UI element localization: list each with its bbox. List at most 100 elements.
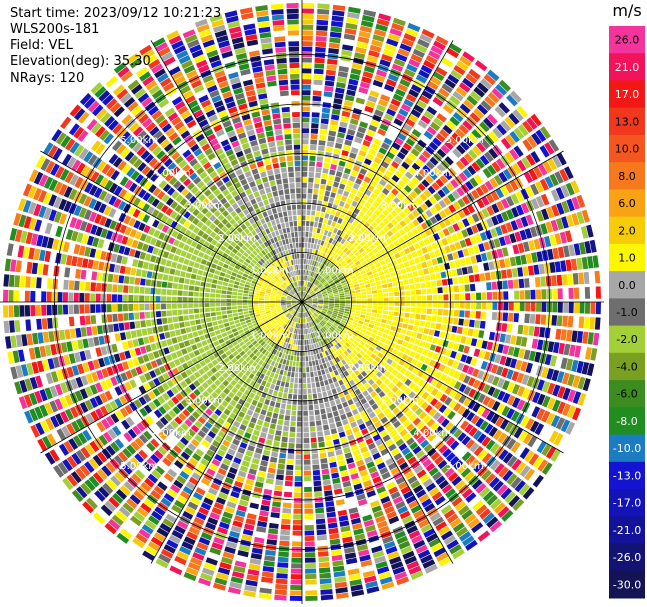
radar-gate <box>303 275 305 281</box>
radar-gate <box>386 151 395 160</box>
radar-gate <box>511 371 519 382</box>
radar-gate <box>476 104 489 115</box>
radar-gate <box>178 315 184 322</box>
radar-gate <box>322 319 327 324</box>
radar-gate <box>366 490 376 498</box>
radar-gate <box>276 469 285 475</box>
radar-gate <box>418 411 428 420</box>
radar-gate <box>424 199 433 208</box>
radar-gate <box>339 60 351 68</box>
radar-gate <box>262 494 272 501</box>
radar-gate <box>287 337 291 343</box>
radar-gate <box>399 43 412 52</box>
radar-gate <box>359 121 369 129</box>
radar-gate <box>496 123 507 136</box>
radar-gate <box>319 335 324 341</box>
radar-gate <box>304 476 312 482</box>
radar-gate <box>394 183 403 192</box>
radar-gate <box>347 339 353 345</box>
radar-gate <box>544 428 554 441</box>
radar-gate <box>326 288 332 292</box>
radar-gate <box>345 94 355 102</box>
radar-gate <box>393 58 406 67</box>
radar-gate <box>334 278 339 283</box>
radar-gate <box>317 431 324 437</box>
radar-gate <box>322 326 328 331</box>
radar-gate <box>344 289 350 293</box>
radar-gate <box>553 342 560 354</box>
radar-gate <box>310 333 314 339</box>
radar-gate <box>25 319 32 331</box>
radar-gate <box>461 435 471 446</box>
radar-gate <box>459 285 465 292</box>
radar-gate <box>402 433 412 442</box>
radar-gate <box>310 321 313 327</box>
radar-gate <box>336 82 346 89</box>
radar-gate <box>304 286 306 292</box>
radar-gate <box>372 476 382 484</box>
radar-gate <box>295 459 302 465</box>
radar-gate <box>386 278 392 283</box>
radar-gate <box>448 286 454 293</box>
radar-gate <box>574 302 580 314</box>
radar-gate <box>506 94 518 107</box>
radar-gate <box>354 413 362 421</box>
radar-gate <box>312 459 319 465</box>
radar-gate <box>350 170 358 177</box>
radar-gate <box>375 345 382 352</box>
radar-gate <box>500 224 508 234</box>
radar-gate <box>315 310 320 315</box>
radar-gate <box>356 381 363 388</box>
radar-gate <box>346 243 352 249</box>
radar-gate <box>324 283 329 287</box>
radar-gate <box>297 312 300 318</box>
radar-gate <box>376 69 387 78</box>
radar-gate <box>322 168 329 174</box>
radar-gate <box>458 82 471 93</box>
radar-gate <box>565 230 573 243</box>
radar-gate <box>364 158 372 166</box>
radar-gate <box>387 73 399 82</box>
radar-gate <box>351 113 361 121</box>
radar-gate <box>349 379 356 386</box>
radar-gate <box>258 593 272 600</box>
radar-gate <box>421 308 427 314</box>
radar-gate <box>169 330 176 338</box>
radar-gate <box>398 108 409 117</box>
radar-gate <box>364 105 374 114</box>
radar-gate <box>313 354 318 360</box>
radar-gate <box>231 302 237 306</box>
radar-gate <box>404 370 412 378</box>
radar-gate <box>346 331 352 337</box>
radar-gate <box>309 415 315 421</box>
radar-gate <box>334 381 340 388</box>
radar-gate <box>392 407 400 415</box>
radar-gate <box>383 541 396 550</box>
radar-gate <box>291 410 297 416</box>
radar-gate <box>404 378 412 387</box>
radar-gate <box>366 340 373 346</box>
radar-gate <box>320 594 334 601</box>
radar-gate <box>372 247 379 254</box>
radar-gate <box>107 324 114 333</box>
radar-gate <box>359 317 365 322</box>
radar-gate <box>206 322 213 328</box>
radar-gate <box>405 28 419 37</box>
radar-gate <box>286 459 294 465</box>
radar-gate <box>557 386 566 399</box>
radar-gate <box>328 307 334 310</box>
radar-gate <box>463 99 475 110</box>
radar-gate <box>461 229 469 238</box>
radar-gate <box>423 238 431 246</box>
radar-gate <box>555 356 563 368</box>
radar-gate <box>307 299 313 301</box>
radar-gate <box>446 513 459 524</box>
radar-gate <box>404 290 411 296</box>
radar-gate <box>334 576 347 583</box>
radar-gate <box>359 25 372 33</box>
radar-gate <box>509 179 519 191</box>
radar-gate <box>177 296 183 302</box>
radar-gate <box>391 142 401 151</box>
radar-gate <box>329 533 340 540</box>
radar-gate <box>392 434 401 443</box>
